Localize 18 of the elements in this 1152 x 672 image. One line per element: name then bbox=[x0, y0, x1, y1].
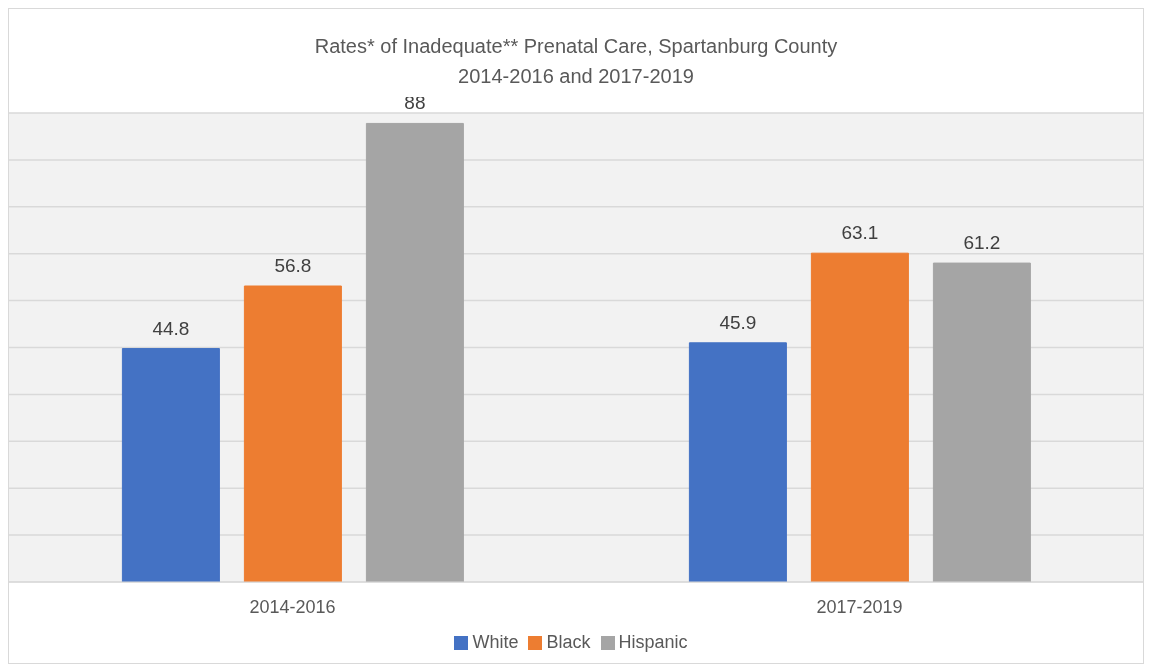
data-label: 45.9 bbox=[719, 311, 757, 333]
legend-label: Hispanic bbox=[618, 632, 688, 652]
x-tick-label: 2017-2019 bbox=[816, 596, 903, 617]
data-label: 88 bbox=[404, 92, 426, 114]
legend-label: White bbox=[472, 632, 519, 652]
x-tick-label: 2014-2016 bbox=[249, 596, 336, 617]
bar bbox=[121, 348, 220, 582]
chart-title: Rates* of Inadequate** Prenatal Care, Spartanburg County 2014-2016 and 2017-2019 bbox=[314, 35, 838, 87]
bar bbox=[688, 342, 787, 582]
bar bbox=[810, 252, 909, 582]
bar bbox=[243, 285, 342, 582]
data-label: 56.8 bbox=[274, 255, 312, 277]
bar bbox=[365, 122, 464, 582]
legend-label: Black bbox=[546, 632, 591, 652]
bar bbox=[932, 262, 1031, 582]
data-label: 44.8 bbox=[152, 317, 190, 339]
data-label: 63.1 bbox=[841, 222, 879, 244]
data-label: 61.2 bbox=[963, 232, 1001, 254]
